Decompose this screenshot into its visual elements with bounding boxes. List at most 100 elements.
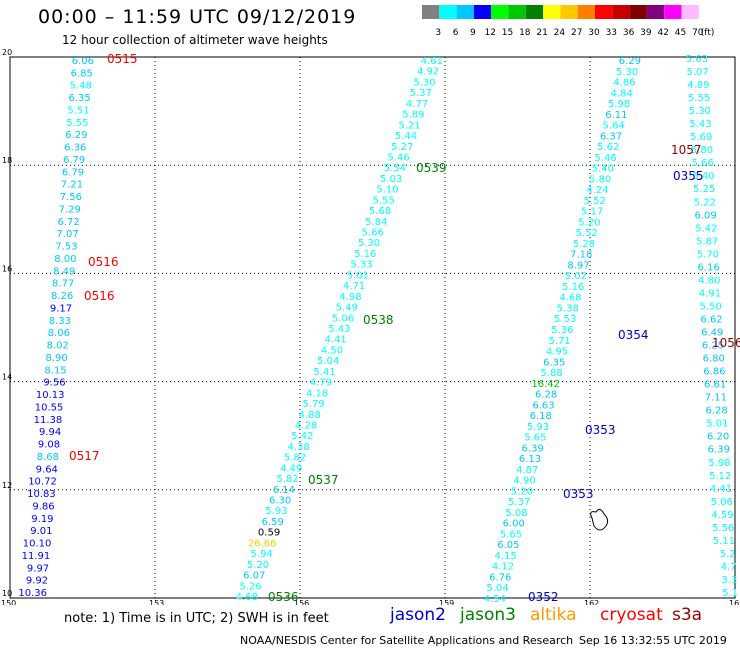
swh-value: 8.15 [44,365,66,376]
colorbar-swatch [612,5,630,19]
swh-value: 5.41 [313,367,335,378]
colorbar-swatch [543,5,561,19]
colorbar-tick-label: 18 [519,28,531,38]
swh-value: 11.91 [22,551,51,562]
lon-tick-label: 165 [729,599,740,605]
swh-value: 5.04 [486,583,508,594]
swh-value: 6.80 [703,354,725,365]
swh-value: 11.38 [34,415,63,426]
colorbar-tick-label: 39 [640,28,652,38]
swh-value: 4.95 [546,347,568,358]
swh-value: 6.62 [700,314,722,325]
pass-label: 0352 [528,590,559,604]
pass-label: 0354 [618,328,649,342]
swh-value: 5.03 [380,174,402,185]
swh-value: 6.11 [605,110,627,121]
swh-value: 8.02 [47,341,69,352]
swh-value: 5.30 [689,106,711,117]
swh-value: 7.11 [705,393,727,404]
pass-label: 0517 [69,449,100,463]
swh-value: 5.28 [573,239,595,250]
swh-value: 5.68 [369,206,391,217]
swh-value: 10.72 [28,477,57,488]
swh-value: 4.38 [288,442,310,453]
swh-value: 9.17 [50,303,72,314]
swh-value: 9.86 [32,501,54,512]
swh-value: 5.07 [686,67,708,78]
swh-value: 10.55 [35,402,64,413]
swh-value: 5.12 [709,471,731,482]
swh-value: 10.36 [18,588,47,599]
swh-value: 5.51 [67,105,89,116]
swh-value: 6.28 [705,406,727,417]
swh-value: 4.88 [299,410,321,421]
swh-value: 5.08 [505,508,527,519]
swh-value: 5.66 [692,158,714,169]
pass-label: 0537 [308,473,339,487]
colorbar-tick-label: 27 [571,28,582,38]
island-outline [590,508,609,531]
swh-value: 5.69 [690,132,712,143]
swh-value: 6.35 [68,93,90,104]
swh-value: 6.63 [532,400,554,411]
wave-height-map: 150 153 156 159 162 165 10 12 14 16 18 20 6.066.85 5.… [1,48,740,605]
swh-value: 5.54 [384,163,406,174]
swh-value: 5.65 [524,433,546,444]
swh-value: 5.43 [689,119,711,130]
swh-value: 5.20 [247,560,269,571]
lon-tick-label: 153 [149,599,164,605]
swh-value: 4.7 [721,562,737,573]
colorbar-swatch [422,5,440,19]
swh-value: 5.37 [410,88,432,99]
swh-value: 8.00 [54,254,76,265]
swh-value: 8.77 [52,279,74,290]
swh-value: 4.84 [611,88,633,99]
swh-value: 7.21 [61,180,83,191]
pass-label: 0536 [268,590,299,604]
swh-value: 0.59 [258,528,280,539]
swh-value: 10.10 [23,539,52,550]
swh-value: 6.72 [58,217,80,228]
swh-value: 4.92 [417,67,439,78]
swh-value: 6.28 [535,390,557,401]
swh-value: 5.56 [712,523,734,534]
swh-value: 10.83 [27,489,56,500]
swh-value: 5.25 [693,184,715,195]
swh-value: 4.80 [698,275,720,286]
swh-value: 5.17 [581,207,603,218]
swh-value: 5.04 [317,356,339,367]
legend-jason3: jason3 [460,605,516,625]
pass-label: 0516 [84,289,115,303]
lat-tick-label: 20 [2,48,12,57]
swh-value: 5.88 [540,368,562,379]
map-frame [9,56,736,599]
legend-jason2: jason2 [390,605,446,625]
swh-value: 5.38 [557,303,579,314]
swh-value: 5.55 [66,118,88,129]
lat-tick-label: 18 [2,156,12,165]
legend-altika: altika [530,605,577,625]
swh-value: 5.48 [70,81,92,92]
swh-value: 4.28 [295,420,317,431]
colorbar-legend: 3 6 9 12 15 18 21 24 27 30 33 36 39 42 45 70(ft) [422,5,714,38]
swh-value: 5.64 [603,121,625,132]
colorbar-swatch [629,5,647,19]
swh-value: 6.05 [497,540,519,551]
lon-tick-label: 159 [439,599,454,605]
swh-value: 6.86 [703,367,725,378]
swh-value: 8.49 [53,266,75,277]
swh-value: 5.80 [589,174,611,185]
lat-tick-label: 10 [2,589,12,598]
colorbar-swatch [577,5,595,19]
colorbar-swatch [664,5,682,19]
swh-value: 5.93 [265,506,287,517]
legend-cryosat: cryosat [600,605,663,625]
colorbar-swatch [525,5,544,19]
swh-value: 4.79 [310,378,332,389]
colorbar-swatch [456,5,474,19]
colorbar-tick-label: 6 [453,28,459,38]
swh-value: 6.14 [273,485,295,496]
swh-value: 8.33 [49,316,71,327]
swh-value: 5.42 [695,223,717,234]
page-title: 00:00 – 11:59 UTC 09/12/2019 [38,6,357,28]
